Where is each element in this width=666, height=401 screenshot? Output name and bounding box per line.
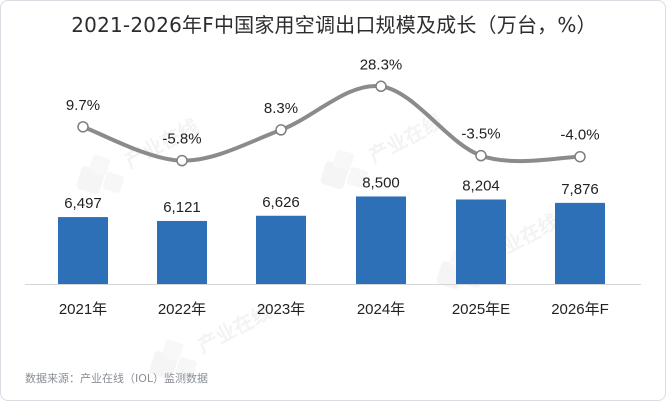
line-value-label-1: 9.7%: [66, 97, 100, 114]
bar-2: [157, 220, 207, 284]
bar-series: [58, 196, 605, 284]
bar-value-labels: 6,497 6,121 6,626 8,500 8,204 7,876: [64, 174, 599, 216]
line-point-1: [77, 121, 89, 133]
chart-title: 2021-2026年F中国家用空调出口规模及成长（万台，%）: [71, 13, 597, 37]
bar-value-label-4: 8,500: [362, 174, 400, 191]
line-value-labels: 9.7% -5.8% 8.3% 28.3% -3.5% -4.0%: [66, 56, 600, 147]
line-value-label-6: -4.0%: [560, 127, 599, 144]
x-tick-label-6: 2026年F: [551, 301, 609, 318]
bar-6: [555, 202, 605, 284]
bar-value-label-3: 6,626: [262, 194, 300, 211]
line-value-label-3: 8.3%: [264, 100, 298, 117]
line-series: [77, 80, 586, 167]
line-point-5: [475, 149, 487, 162]
line-value-label-4: 28.3%: [360, 56, 403, 73]
line-point-2: [176, 154, 188, 167]
x-tick-label-5: 2025年E: [452, 301, 510, 318]
bar-value-label-6: 7,876: [561, 181, 599, 198]
bar-value-label-5: 8,204: [462, 177, 500, 194]
x-tick-label-4: 2024年: [357, 301, 405, 318]
line-point-4: [375, 80, 387, 93]
line-value-label-5: -3.5%: [461, 126, 500, 143]
x-tick-labels: 2021年 2022年 2023年 2024年 2025年E 2026年F: [59, 301, 609, 318]
line-point-3: [275, 124, 287, 136]
x-tick-label-2: 2022年: [158, 301, 206, 318]
bar-value-label-2: 6,121: [163, 199, 201, 216]
watermark-text: 产业在线: [365, 109, 447, 168]
bar-value-label-1: 6,497: [64, 195, 102, 212]
bar-1: [58, 217, 108, 284]
bar-5: [456, 199, 506, 284]
x-tick-label-1: 2021年: [59, 301, 107, 318]
bar-3: [256, 215, 306, 284]
x-tick-label-3: 2023年: [257, 301, 305, 318]
line-value-label-2: -5.8%: [162, 131, 201, 148]
line-point-6: [574, 150, 586, 163]
bar-4: [356, 196, 406, 284]
source-note: 数据来源：产业在线（IOL）监测数据: [25, 372, 209, 385]
growth-line: [81, 84, 582, 164]
